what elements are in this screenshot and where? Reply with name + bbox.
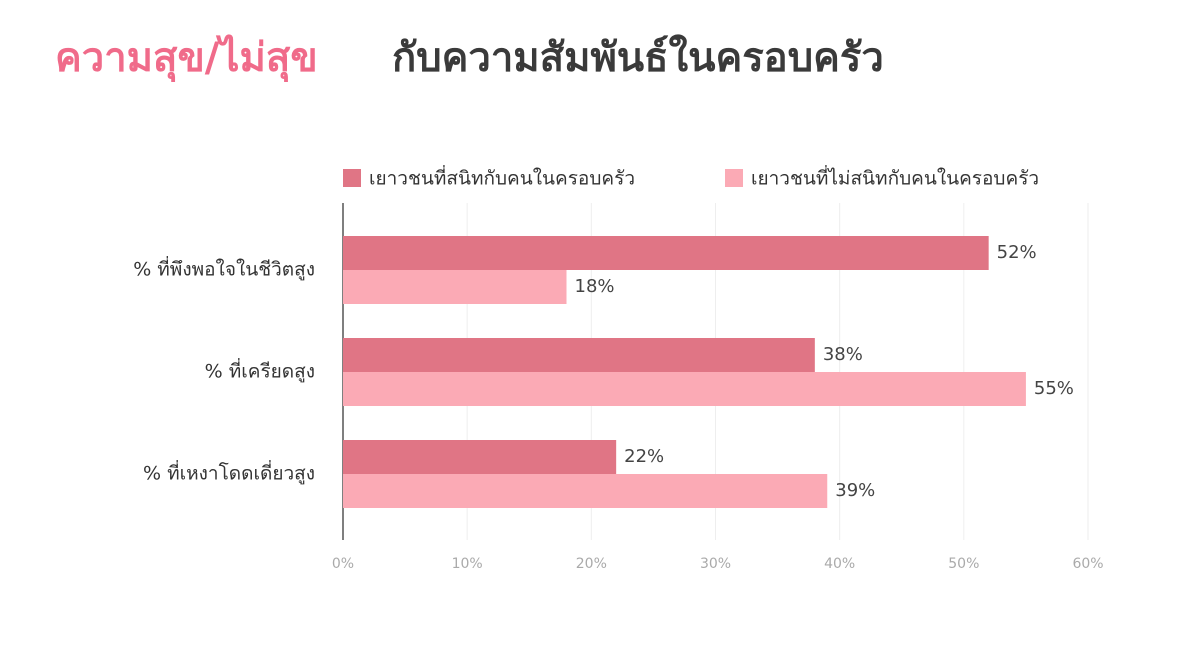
chart-title-highlight: ความสุข/ไม่สุข <box>55 34 318 83</box>
y-tick-label: % ที่เครียดสูง <box>205 358 315 383</box>
y-tick-label: % ที่เหงาโดดเดี่ยวสูง <box>143 460 315 485</box>
legend-swatch <box>343 169 361 187</box>
y-tick-label: % ที่พึงพอใจในชีวิตสูง <box>133 256 315 281</box>
bar <box>343 270 567 304</box>
data-label: 52% <box>997 242 1037 263</box>
data-label: 39% <box>835 480 875 501</box>
bar <box>343 474 828 508</box>
x-tick-label: 20% <box>576 556 607 572</box>
x-tick-label: 0% <box>332 556 354 572</box>
data-label: 38% <box>823 344 863 365</box>
data-label: 18% <box>575 276 615 297</box>
legend-swatch <box>725 169 743 187</box>
legend-label: เยาวชนที่สนิทกับคนในครอบครัว <box>369 165 635 190</box>
bar <box>343 236 989 270</box>
bar <box>343 372 1026 406</box>
x-tick-label: 40% <box>824 556 855 572</box>
x-tick-label: 60% <box>1072 556 1103 572</box>
x-tick-label: 50% <box>948 556 979 572</box>
x-tick-label: 30% <box>700 556 731 572</box>
x-tick-label: 10% <box>452 556 483 572</box>
legend-label: เยาวชนที่ไม่สนิทกับคนในครอบครัว <box>751 165 1039 190</box>
data-label: 55% <box>1034 378 1074 399</box>
chart-title: กับความสัมพันธ์ในครอบครัว <box>392 34 884 81</box>
data-label: 22% <box>624 446 664 467</box>
bar <box>343 338 815 372</box>
bar <box>343 440 617 474</box>
